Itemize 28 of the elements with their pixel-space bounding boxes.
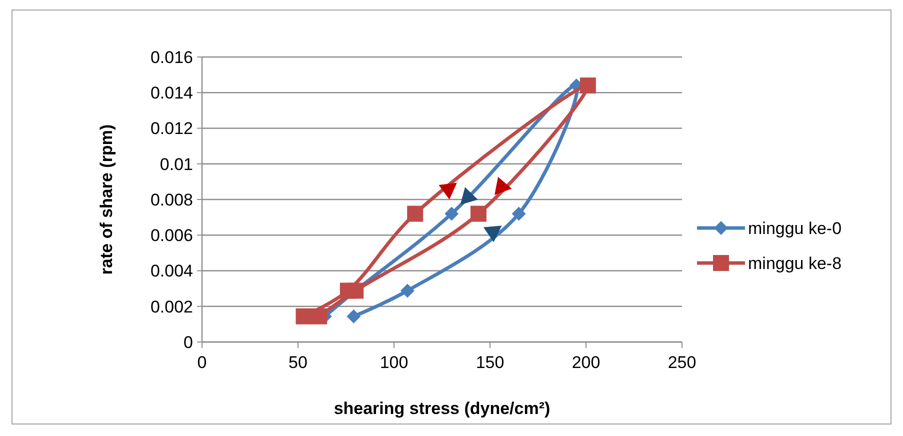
- y-tick-label: 0.016: [150, 48, 193, 67]
- point: [470, 206, 486, 222]
- y-tick-label: 0.004: [150, 262, 193, 281]
- y-tick-label: 0.014: [150, 84, 193, 103]
- y-tick-label: 0.006: [150, 226, 193, 246]
- y-tick-label: 0.01: [160, 154, 193, 174]
- x-tick-label: 0: [197, 353, 207, 372]
- point: [400, 284, 414, 298]
- point: [407, 206, 424, 222]
- x-tick-label: 200: [572, 353, 600, 372]
- x-tick-label: 50: [288, 353, 308, 372]
- x-tick-label: 100: [380, 353, 408, 372]
- x-axis-title: shearing stress (dyne/cm²): [334, 399, 550, 418]
- y-tick-label: 0.008: [150, 190, 193, 210]
- x-tick-label: 250: [668, 353, 696, 372]
- point: [444, 206, 459, 221]
- y-tick-label: 0.002: [150, 297, 193, 316]
- legend-label: minggu ke-0: [748, 218, 842, 238]
- y-axis-title: rate of share (rpm): [97, 124, 116, 275]
- point: [346, 309, 361, 324]
- y-tick-label: 0: [184, 332, 193, 352]
- y-tick-label: 0.012: [150, 119, 193, 138]
- point: [296, 308, 312, 324]
- x-tick-label: 150: [476, 353, 504, 372]
- point: [512, 206, 526, 221]
- point: [580, 78, 596, 94]
- legend-label: minggu ke-8: [748, 254, 842, 273]
- point: [311, 308, 328, 324]
